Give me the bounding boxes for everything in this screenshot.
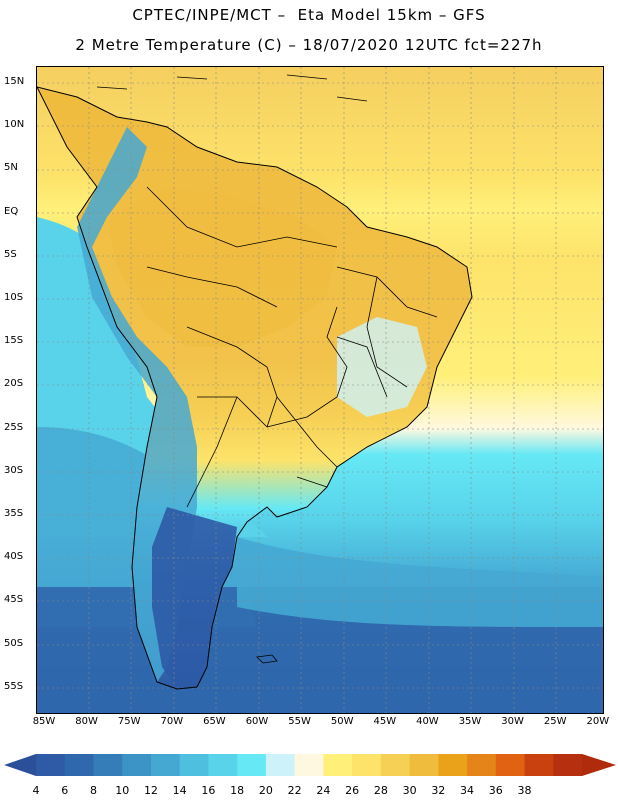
caribbean-islands (96, 74, 368, 102)
lon-label: 30W (501, 716, 524, 727)
colorbar-tick-label: 18 (230, 784, 245, 797)
colorbar-tick-label: 36 (488, 784, 503, 797)
colorbar-tick-label: 38 (517, 784, 532, 797)
colorbar-tick-label: 32 (431, 784, 446, 797)
lon-label: 25W (543, 716, 567, 727)
lat-label: 15N (4, 76, 25, 87)
lon-label: 50W (330, 716, 354, 727)
coastline (37, 86, 473, 690)
colorbar-bin (150, 754, 181, 776)
colorbar-tick-label: 14 (172, 784, 187, 797)
colorbar-bin (64, 754, 94, 776)
colorbar-tick-label: 12 (143, 784, 158, 797)
temperature-colorbar (4, 754, 616, 776)
colorbar-bin (265, 754, 296, 776)
colorbar-bin (237, 754, 267, 776)
lat-label: 15S (4, 335, 24, 347)
colorbar-bin (409, 754, 439, 776)
colorbar-tick-label: 30 (402, 784, 417, 797)
colorbar-bin (122, 754, 152, 776)
colorbar-tick-label: 26 (345, 784, 360, 797)
south-ocean-mid-band (237, 537, 603, 627)
colorbar-tick-label: 24 (316, 784, 331, 797)
colorbar-tick-label: 34 (460, 784, 475, 797)
colorbar-tick-label: 4 (32, 784, 40, 797)
colorbar-tick-label: 6 (61, 784, 69, 797)
lat-label: 5S (4, 248, 17, 260)
colorbar-bin (524, 754, 554, 776)
falklands (256, 654, 278, 664)
lat-label: 10S (4, 292, 24, 303)
temperature-map (36, 66, 604, 714)
lon-label: 20W (586, 716, 610, 727)
colorbar-under-arrow (4, 754, 36, 776)
brazil-highland-cool (337, 317, 427, 417)
colorbar-bin (294, 754, 324, 776)
colorbar-tick-label: 10 (115, 784, 130, 797)
lon-label: 45W (373, 716, 397, 727)
colorbar-tick-label: 8 (89, 784, 97, 797)
lon-label: 80W (75, 716, 98, 727)
lat-label: 55S (4, 680, 24, 692)
lon-label: 75W (117, 716, 141, 727)
lon-label: 35W (458, 716, 482, 727)
lat-label: 40S (4, 551, 24, 563)
lon-label: 85W (32, 716, 56, 727)
colorbar-bin (179, 754, 209, 776)
lon-label: 70W (160, 716, 184, 727)
lat-label: 30S (4, 464, 24, 476)
colorbar-bin (323, 754, 353, 776)
lon-label: 55W (288, 716, 311, 727)
colorbar-bin (208, 754, 238, 776)
lat-label: EQ (4, 205, 19, 217)
lon-label: 65W (203, 716, 226, 727)
lat-label: 50S (4, 637, 24, 649)
colorbar-tick-label: 20 (258, 784, 273, 797)
colorbar-bin (495, 754, 526, 776)
lat-label: 25S (4, 421, 24, 433)
colorbar-bin (553, 754, 583, 776)
colorbar-bin (438, 754, 468, 776)
colorbar-tick-label: 22 (287, 784, 302, 797)
lat-label: 45S (4, 594, 24, 606)
colorbar-bin (352, 754, 382, 776)
lat-label: 35S (4, 508, 24, 519)
lon-label: 40W (416, 716, 439, 727)
lat-label: 10N (4, 119, 25, 131)
lat-label: 20S (4, 378, 24, 390)
colorbar-bin (36, 754, 66, 776)
map-title-line-1: CPTEC/INPE/MCT – Eta Model 15km – GFS (132, 6, 486, 24)
colorbar-tick-label: 16 (201, 784, 216, 797)
colorbar-bin (380, 754, 411, 776)
amazon-warm-area (107, 187, 337, 347)
colorbar-over-arrow (582, 754, 616, 776)
colorbar-bin (93, 754, 123, 776)
colorbar-bin (467, 754, 497, 776)
colorbar-tick-label: 28 (373, 784, 388, 797)
map-title-line-2: 2 Metre Temperature (C) – 18/07/2020 12U… (75, 36, 543, 54)
lon-label: 60W (245, 716, 269, 727)
lat-label: 5N (4, 162, 18, 174)
country-borders (146, 186, 438, 508)
